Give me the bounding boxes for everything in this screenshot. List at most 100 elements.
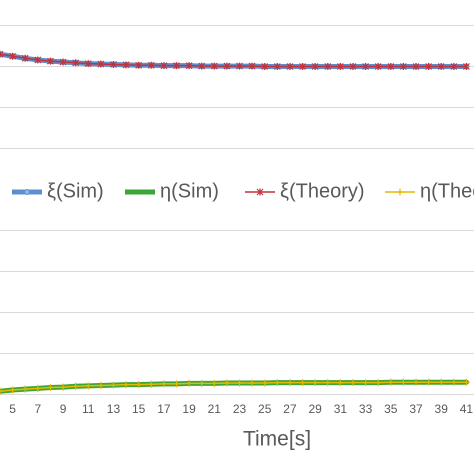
point (396, 188, 404, 196)
point (399, 63, 407, 70)
point (336, 379, 344, 387)
x-tick-label: 7 (34, 402, 41, 416)
point (34, 384, 42, 392)
point (286, 63, 294, 70)
point (9, 386, 17, 394)
point (387, 63, 395, 70)
point (299, 63, 306, 70)
x-tick-label: 5 (9, 402, 16, 416)
point (147, 380, 155, 388)
x-tick-label: 19 (182, 402, 196, 416)
point (0, 50, 4, 58)
point (84, 60, 92, 68)
point (261, 63, 269, 70)
point (198, 62, 206, 70)
point (122, 61, 130, 69)
point (336, 63, 344, 70)
x-tick-label: 11 (82, 402, 95, 416)
point (374, 63, 382, 70)
point (223, 62, 231, 70)
point (412, 378, 420, 386)
point (299, 379, 307, 387)
point (248, 379, 256, 387)
point (210, 379, 218, 387)
point (349, 63, 357, 70)
point (463, 63, 470, 70)
point (223, 379, 231, 387)
point (173, 62, 180, 70)
legend-label: η(Sim) (160, 180, 219, 202)
legend: ξ(Sim) η(Sim) ξ(Theory) η(Theory) (0, 176, 474, 208)
x-tick-label: 13 (107, 402, 121, 416)
point (462, 378, 470, 386)
point (72, 59, 80, 67)
point (273, 379, 281, 387)
point (437, 63, 445, 70)
point (46, 384, 54, 392)
point (399, 378, 407, 386)
point (110, 60, 117, 68)
point (109, 381, 117, 389)
point (450, 378, 458, 386)
x-tick-label: 21 (208, 402, 222, 416)
point (362, 379, 370, 387)
point (84, 382, 92, 390)
point (425, 378, 433, 386)
point (59, 383, 67, 391)
x-tick-label: 33 (359, 402, 373, 416)
series-line (0, 53, 467, 68)
x-tick-label: 17 (157, 402, 171, 416)
x-tick-label: 27 (283, 402, 297, 416)
legend-label: ξ(Theory) (280, 180, 365, 202)
point (362, 63, 370, 70)
point (137, 189, 143, 195)
point (47, 57, 54, 65)
series (0, 378, 470, 395)
grid (0, 25, 474, 395)
point (286, 379, 294, 387)
legend-label: ξ(Sim) (47, 180, 104, 202)
point (160, 62, 168, 70)
series (0, 50, 470, 70)
point (324, 379, 332, 387)
point (324, 63, 332, 70)
point (236, 62, 243, 70)
point (21, 54, 29, 62)
point (72, 382, 80, 390)
point (172, 380, 180, 388)
point (185, 62, 193, 70)
point (311, 63, 319, 70)
point (349, 379, 357, 387)
x-tick-label: 25 (258, 402, 272, 416)
point (160, 380, 168, 388)
point (135, 381, 143, 389)
point (59, 58, 67, 66)
point (256, 188, 264, 196)
x-tick-label: 31 (334, 402, 348, 416)
point (412, 63, 420, 70)
legend-label: η(Theory) (420, 180, 474, 202)
point (311, 379, 319, 387)
x-tick-label: 15 (132, 402, 146, 416)
x-tick-label: 37 (409, 402, 423, 416)
point (210, 62, 218, 70)
x-axis-title: Time[s] (243, 428, 311, 451)
x-tick-label: 41 (460, 402, 474, 416)
point (437, 378, 445, 386)
point (97, 60, 105, 68)
point (248, 62, 256, 70)
point (147, 61, 155, 69)
point (135, 61, 143, 69)
x-tick-label: 39 (435, 402, 449, 416)
point (387, 378, 395, 386)
point (122, 381, 130, 389)
point (97, 381, 105, 389)
point (236, 379, 244, 387)
point (9, 52, 17, 60)
point (198, 379, 206, 387)
point (374, 379, 382, 387)
x-tick-label: 9 (60, 402, 67, 416)
point (425, 63, 433, 70)
